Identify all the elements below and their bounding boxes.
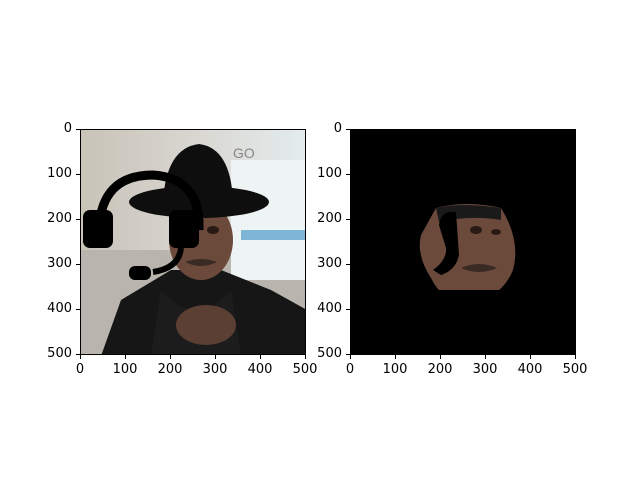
right-x-tickmark bbox=[485, 355, 486, 359]
left-x-tickmark bbox=[260, 355, 261, 359]
right-y-tickmark bbox=[346, 129, 350, 130]
right-x-tickmark bbox=[350, 355, 351, 359]
right-y-tick-label: 300 bbox=[308, 256, 342, 271]
left-photo: GO bbox=[81, 130, 306, 355]
left-y-tickmark bbox=[76, 309, 80, 310]
left-x-tick-label: 300 bbox=[195, 362, 235, 377]
right-x-tick-label: 300 bbox=[465, 362, 505, 377]
left-x-tickmark bbox=[125, 355, 126, 359]
left-y-tickmark bbox=[76, 174, 80, 175]
left-y-tickmark bbox=[76, 264, 80, 265]
right-y-tick-label: 400 bbox=[308, 301, 342, 316]
svg-text:GO: GO bbox=[233, 145, 255, 161]
right-x-tickmark bbox=[440, 355, 441, 359]
right-x-tick-label: 0 bbox=[330, 362, 370, 377]
left-x-tick-label: 100 bbox=[105, 362, 145, 377]
left-y-tick-label: 400 bbox=[38, 301, 72, 316]
right-image-axes bbox=[350, 129, 576, 355]
left-x-tick-label: 0 bbox=[60, 362, 100, 377]
left-x-tickmark bbox=[80, 355, 81, 359]
right-x-tick-label: 200 bbox=[420, 362, 460, 377]
right-x-tick-label: 500 bbox=[555, 362, 595, 377]
left-x-tick-label: 200 bbox=[150, 362, 190, 377]
left-y-tick-label: 0 bbox=[38, 121, 72, 136]
right-y-tick-label: 0 bbox=[308, 121, 342, 136]
left-y-tick-label: 200 bbox=[38, 211, 72, 226]
right-x-tickmark bbox=[395, 355, 396, 359]
left-y-tick-label: 500 bbox=[38, 346, 72, 361]
right-y-tickmark bbox=[346, 174, 350, 175]
right-x-tickmark bbox=[530, 355, 531, 359]
right-y-tickmark bbox=[346, 264, 350, 265]
right-y-tick-label: 200 bbox=[308, 211, 342, 226]
left-y-tickmark bbox=[76, 129, 80, 130]
left-x-tickmark bbox=[215, 355, 216, 359]
right-y-tick-label: 500 bbox=[308, 346, 342, 361]
left-x-tickmark bbox=[170, 355, 171, 359]
right-x-tick-label: 100 bbox=[375, 362, 415, 377]
right-x-tickmark bbox=[575, 355, 576, 359]
left-x-tick-label: 500 bbox=[285, 362, 325, 377]
right-x-tick-label: 400 bbox=[510, 362, 550, 377]
right-y-tickmark bbox=[346, 309, 350, 310]
left-image-axes: GO bbox=[80, 129, 306, 355]
left-x-tickmark bbox=[305, 355, 306, 359]
left-y-tick-label: 300 bbox=[38, 256, 72, 271]
left-y-tickmark bbox=[76, 219, 80, 220]
right-y-tickmark bbox=[346, 219, 350, 220]
left-x-tick-label: 400 bbox=[240, 362, 280, 377]
right-masked-photo bbox=[351, 130, 576, 355]
left-y-tick-label: 100 bbox=[38, 166, 72, 181]
right-y-tick-label: 100 bbox=[308, 166, 342, 181]
